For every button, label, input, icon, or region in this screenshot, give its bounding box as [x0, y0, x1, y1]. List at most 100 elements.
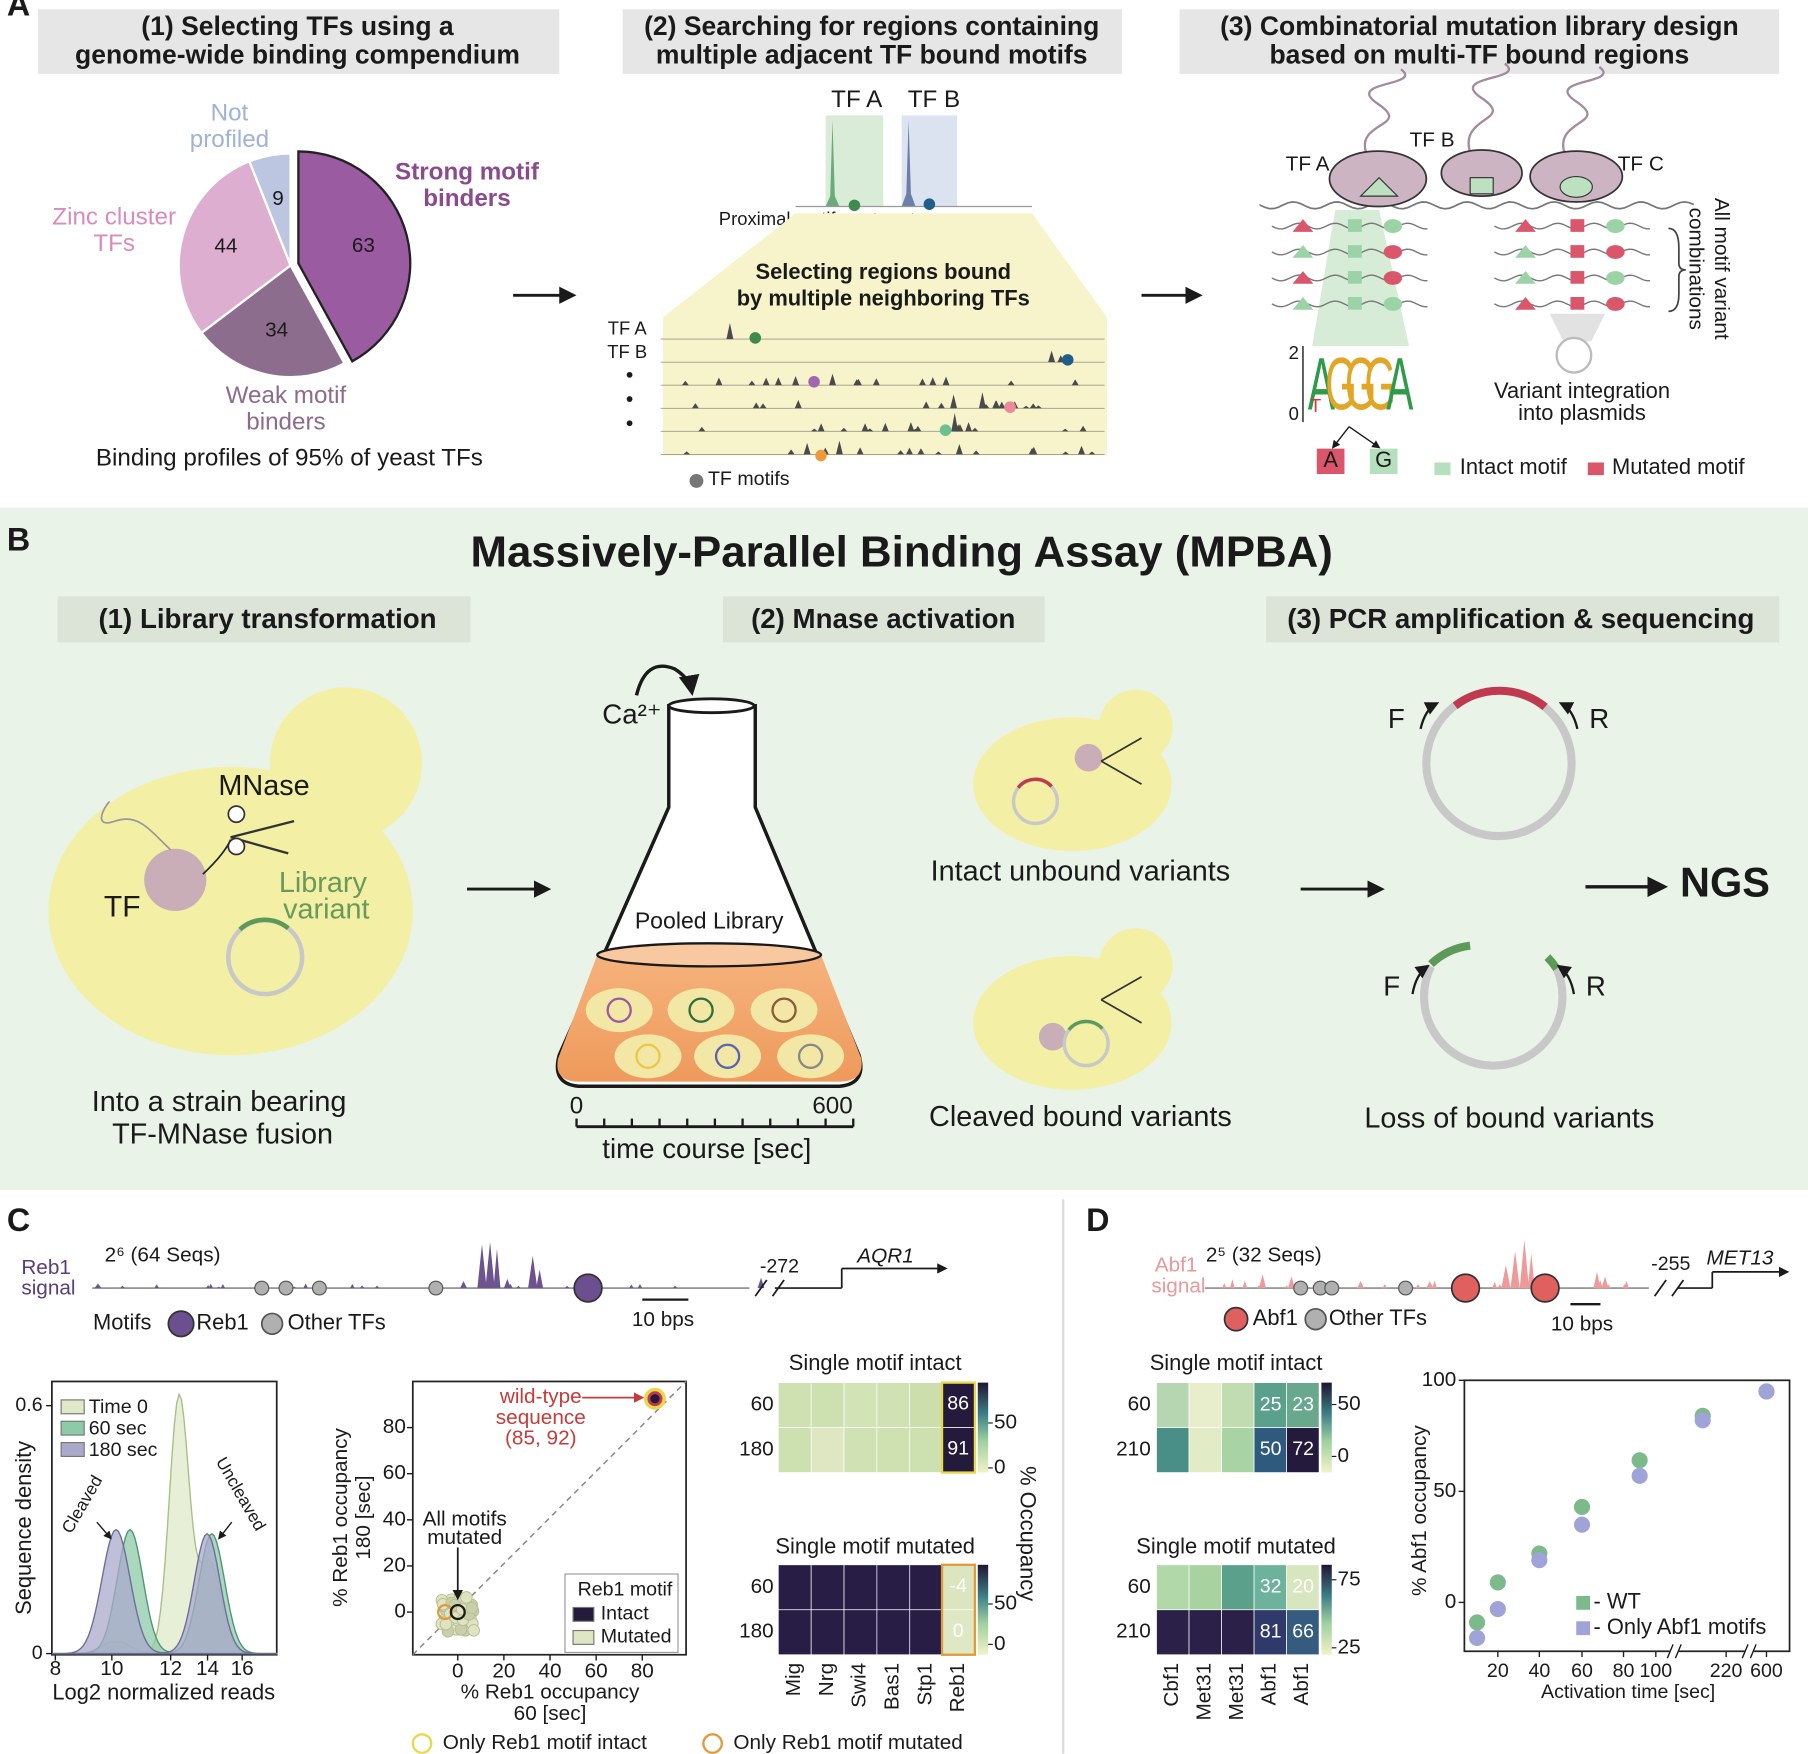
label: 80	[631, 1660, 654, 1683]
pie-label: Not	[211, 100, 249, 127]
plasmid	[635, 1043, 661, 1069]
label: 0	[1289, 403, 1299, 424]
pie-value: 9	[272, 187, 284, 210]
signal-peak	[208, 1283, 214, 1289]
variant-box	[1369, 448, 1398, 475]
peak	[1034, 405, 1042, 409]
signal-peak	[359, 1285, 365, 1289]
peak	[954, 424, 962, 432]
label: time course [sec]	[602, 1133, 811, 1164]
signal-peak	[1601, 1276, 1609, 1289]
peak	[998, 401, 1006, 409]
signal-peak	[1606, 1284, 1611, 1289]
motif	[1469, 177, 1494, 195]
point	[1573, 1498, 1591, 1515]
point	[1469, 1629, 1486, 1647]
brace	[1668, 227, 1686, 313]
heat-cell	[1156, 1427, 1190, 1473]
label: mutated	[427, 1526, 502, 1549]
motif	[1292, 245, 1314, 258]
label: 60	[585, 1660, 608, 1683]
step-title: (3) PCR amplification & sequencing	[1287, 603, 1754, 634]
heat-cell	[1221, 1609, 1255, 1656]
colorbar	[977, 1564, 989, 1655]
break	[1749, 1644, 1757, 1659]
label: NGS	[1680, 859, 1770, 906]
heat-cell	[777, 1609, 812, 1656]
peak	[881, 422, 889, 432]
peak	[787, 449, 795, 455]
liquid-top	[596, 942, 823, 968]
primer	[1419, 702, 1440, 730]
heat-cell	[1253, 1564, 1287, 1611]
label: 72	[1292, 1438, 1314, 1460]
signal-peak	[538, 1284, 543, 1289]
heat-cell	[810, 1382, 845, 1428]
peak	[774, 377, 782, 386]
label: 0	[452, 1660, 464, 1683]
signal-peak	[564, 1285, 570, 1289]
signal-peak	[637, 1283, 643, 1289]
label: combinations	[1685, 208, 1708, 330]
heat-cell	[942, 1382, 976, 1428]
peak	[748, 380, 756, 386]
flask-rim	[667, 697, 756, 715]
motif-dot	[1324, 1280, 1340, 1296]
tail	[1562, 66, 1605, 154]
legend-swatch	[1576, 1595, 1591, 1610]
tail	[100, 800, 172, 851]
label: TF B	[1410, 128, 1455, 151]
peak	[950, 394, 958, 409]
cell	[694, 1034, 762, 1079]
signal-peak	[485, 1241, 495, 1289]
motif-dot	[278, 1280, 294, 1296]
label: 32	[1260, 1575, 1282, 1597]
heat-cell	[1253, 1382, 1287, 1428]
label: signal	[1151, 1274, 1205, 1297]
x-tick-label: 100	[1639, 1660, 1672, 1682]
dot	[939, 424, 952, 436]
label: Mig	[782, 1663, 805, 1696]
signal-peak	[528, 1255, 538, 1289]
label: 180	[739, 1620, 774, 1643]
label: Into a strain bearing	[92, 1086, 347, 1118]
bullet	[626, 420, 633, 427]
pie-slice	[297, 150, 412, 363]
legend-dot	[1223, 1306, 1249, 1332]
step-header: (3) Combinatorial mutation library desig…	[1220, 11, 1739, 41]
peak	[937, 402, 945, 409]
label: TF B	[607, 341, 647, 362]
motif	[1347, 271, 1362, 284]
motif	[1515, 219, 1536, 232]
legend-swatch	[60, 1442, 85, 1457]
peak	[698, 426, 706, 432]
label: AQR1	[855, 1244, 914, 1267]
x-tick-label: 220	[1710, 1660, 1743, 1682]
label: 0	[1338, 1444, 1350, 1467]
label: -272	[760, 1255, 799, 1277]
peak	[1007, 380, 1015, 386]
peak	[762, 377, 770, 386]
peak	[971, 427, 979, 432]
peak	[1062, 451, 1070, 455]
label: 75	[1338, 1567, 1361, 1590]
bullet	[626, 396, 633, 402]
y-tick-label: 100	[1422, 1368, 1457, 1391]
tf-shape	[1440, 149, 1523, 197]
motif	[1515, 245, 1536, 258]
heat-cell	[909, 1564, 943, 1611]
label: % Abf1 occupancy	[1408, 1425, 1431, 1596]
point	[1758, 1383, 1775, 1400]
label: Cbf1	[1160, 1663, 1183, 1707]
label: -255	[1651, 1253, 1690, 1275]
label: Log2 normalized reads	[52, 1680, 275, 1705]
peak	[978, 392, 986, 409]
dot	[1004, 401, 1016, 413]
label: Time 0	[89, 1396, 148, 1418]
highlight-border	[940, 1563, 977, 1656]
highlight	[901, 115, 958, 207]
label: 60	[1128, 1575, 1151, 1598]
signal-peak	[220, 1284, 226, 1289]
motif-dot	[573, 1273, 603, 1303]
label: (85, 92)	[505, 1427, 577, 1450]
